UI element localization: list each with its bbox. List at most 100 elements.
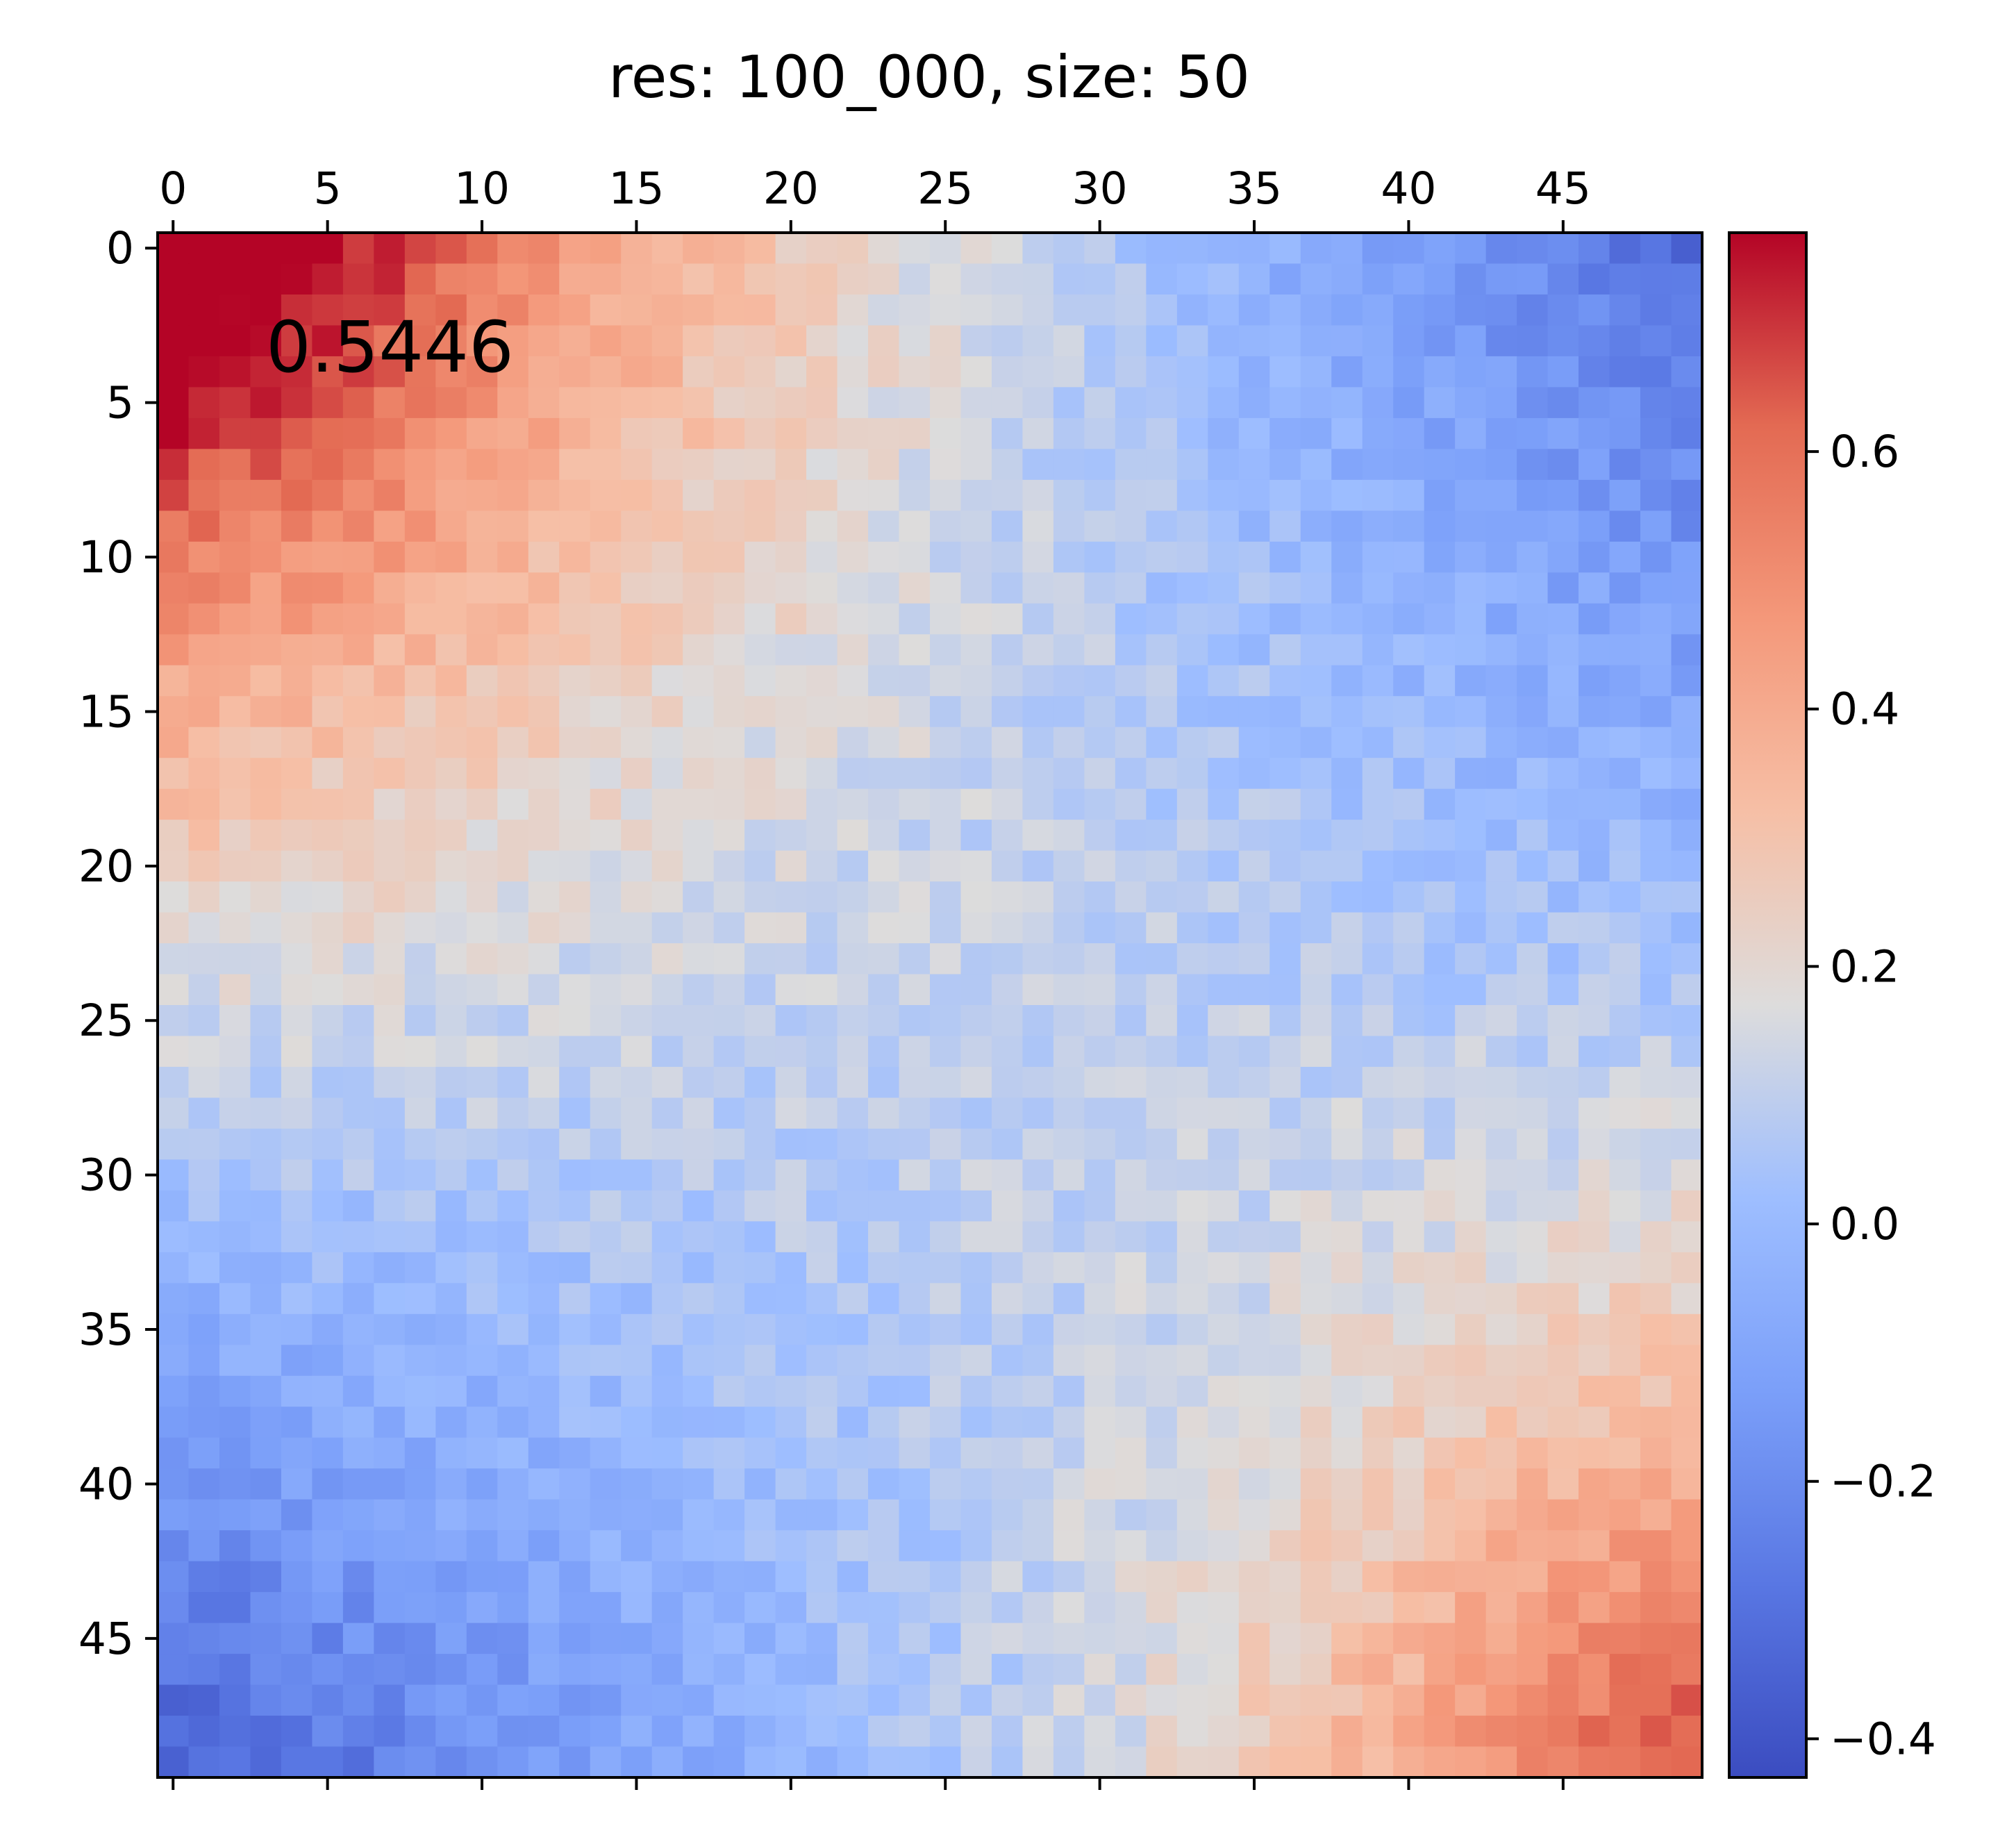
- heatmap-cell: [1671, 1375, 1703, 1407]
- heatmap-cell: [250, 1437, 282, 1469]
- heatmap-cell: [1146, 449, 1178, 481]
- heatmap-cell: [1485, 912, 1517, 944]
- heatmap-cell: [435, 727, 467, 758]
- heatmap-cell: [1208, 1036, 1240, 1068]
- heatmap-cell: [1115, 603, 1147, 635]
- heatmap-cell: [528, 325, 560, 357]
- heatmap-cell: [1238, 1005, 1270, 1037]
- heatmap-cell: [806, 449, 838, 481]
- heatmap-cell: [868, 511, 900, 542]
- heatmap-cell: [158, 603, 190, 635]
- heatmap-cell: [528, 479, 560, 511]
- heatmap-cell: [1022, 417, 1054, 449]
- heatmap-cell: [1578, 665, 1610, 697]
- heatmap-cell: [1517, 263, 1549, 295]
- heatmap-cell: [621, 943, 653, 975]
- heatmap-cell: [312, 1345, 344, 1377]
- heatmap-cell: [1362, 1623, 1394, 1654]
- heatmap-cell: [188, 1499, 220, 1531]
- heatmap-cell: [1517, 294, 1549, 326]
- heatmap-cell: [1578, 325, 1610, 357]
- heatmap-cell: [497, 1283, 529, 1315]
- heatmap-cell: [868, 1654, 900, 1686]
- heatmap-cell: [1238, 1468, 1270, 1500]
- heatmap-cell: [1424, 511, 1456, 542]
- heatmap-cell: [1362, 912, 1394, 944]
- heatmap-cell: [991, 634, 1024, 666]
- heatmap-cell: [1424, 1499, 1456, 1531]
- heatmap-cell: [312, 1128, 344, 1160]
- heatmap-cell: [250, 1066, 282, 1099]
- heatmap-cell: [1269, 696, 1301, 728]
- heatmap-cell: [466, 449, 498, 481]
- heatmap-cell: [1176, 572, 1208, 604]
- heatmap-cell: [1517, 1313, 1549, 1345]
- heatmap-cell: [775, 1221, 807, 1253]
- heatmap-cell: [1208, 356, 1240, 388]
- heatmap-cell: [497, 294, 529, 326]
- heatmap-cell: [1640, 479, 1672, 511]
- heatmap-cell: [1671, 479, 1703, 511]
- heatmap-cell: [188, 233, 220, 265]
- heatmap-cell: [1578, 1252, 1610, 1284]
- heatmap-cell: [435, 1375, 467, 1407]
- heatmap-cell: [1455, 1746, 1487, 1778]
- heatmap-cell: [744, 294, 776, 326]
- heatmap-cell: [1455, 1190, 1487, 1222]
- heatmap-cell: [1022, 634, 1054, 666]
- heatmap-cell: [1146, 1283, 1178, 1315]
- heatmap-cell: [868, 603, 900, 635]
- heatmap-cell: [1300, 1345, 1332, 1377]
- heatmap-cell: [1609, 263, 1641, 295]
- heatmap-cell: [250, 1561, 282, 1593]
- heatmap-cell: [1578, 850, 1610, 882]
- x-tick-label: 30: [1072, 163, 1128, 214]
- heatmap-cell: [1300, 263, 1332, 295]
- heatmap-cell: [1671, 325, 1703, 357]
- heatmap-cell: [466, 1407, 498, 1438]
- heatmap-cell: [1455, 511, 1487, 542]
- heatmap-cell: [559, 1221, 591, 1253]
- heatmap-cell: [219, 572, 251, 604]
- heatmap-cell: [1300, 511, 1332, 542]
- heatmap-cell: [1115, 449, 1147, 481]
- heatmap-cell: [683, 727, 715, 758]
- heatmap-cell: [559, 479, 591, 511]
- heatmap-cell: [158, 696, 190, 728]
- heatmap-cell: [559, 263, 591, 295]
- heatmap-cell: [899, 634, 931, 666]
- heatmap-cell: [683, 1437, 715, 1469]
- heatmap-cell: [1455, 912, 1487, 944]
- heatmap-cell: [497, 356, 529, 388]
- heatmap-cell: [1176, 511, 1208, 542]
- heatmap-cell: [497, 387, 529, 419]
- heatmap-cell: [497, 1499, 529, 1531]
- heatmap-cell: [837, 356, 869, 388]
- heatmap-cell: [590, 572, 622, 604]
- heatmap-cell: [991, 1036, 1024, 1068]
- heatmap-cell: [837, 325, 869, 357]
- heatmap-cell: [528, 974, 560, 1006]
- heatmap-cell: [497, 1005, 529, 1037]
- heatmap-cell: [621, 1221, 653, 1253]
- heatmap-cell: [713, 1623, 745, 1654]
- heatmap-cell: [466, 1221, 498, 1253]
- heatmap-cell: [837, 1623, 869, 1654]
- heatmap-cell: [250, 1345, 282, 1377]
- heatmap-cell: [1331, 1468, 1363, 1500]
- heatmap-cell: [435, 1499, 467, 1531]
- heatmap-cell: [775, 233, 807, 265]
- heatmap-cell: [651, 1313, 683, 1345]
- heatmap-cell: [651, 1407, 683, 1438]
- heatmap-cell: [930, 449, 962, 481]
- heatmap-cell: [1115, 1530, 1147, 1562]
- heatmap-cell: [312, 1005, 344, 1037]
- heatmap-cell: [651, 511, 683, 542]
- heatmap-cell: [806, 758, 838, 790]
- heatmap-cell: [1547, 727, 1579, 758]
- heatmap-cell: [188, 1530, 220, 1562]
- heatmap-cell: [651, 820, 683, 852]
- heatmap-cell: [1485, 634, 1517, 666]
- heatmap-cell: [528, 1066, 560, 1099]
- heatmap-cell: [713, 1437, 745, 1469]
